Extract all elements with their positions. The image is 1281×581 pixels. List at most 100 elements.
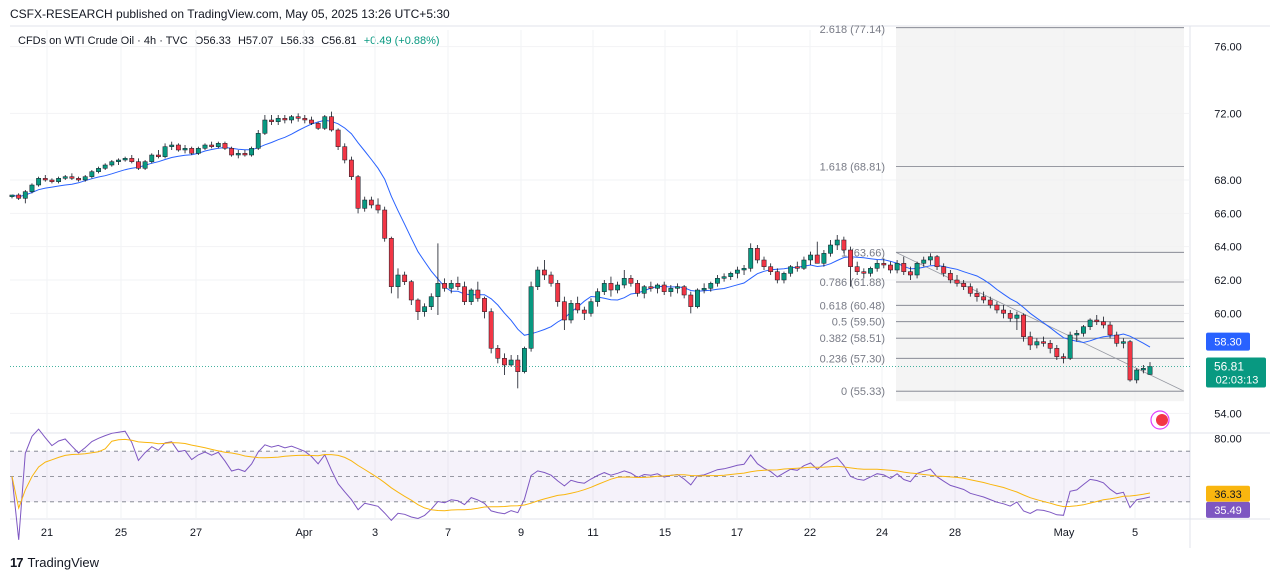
candle-body xyxy=(9,194,15,197)
publisher-line: CSFX-RESEARCH published on TradingView.c… xyxy=(10,7,450,21)
candle-body xyxy=(448,283,454,289)
candle-body xyxy=(362,199,368,209)
candle-body xyxy=(508,359,514,366)
candle-body xyxy=(581,309,587,314)
candle-body xyxy=(495,348,501,359)
candle-body xyxy=(548,274,554,284)
rsi-band xyxy=(10,451,1190,502)
candle-body xyxy=(49,179,55,182)
candle-body xyxy=(149,154,155,162)
fib-level-label: 0 (55.33) xyxy=(841,386,885,398)
candle-body xyxy=(215,143,221,147)
fibonacci-zone[interactable] xyxy=(896,26,1184,402)
flag-icon xyxy=(1156,414,1168,426)
symbol-legend: CFDs on WTI Crude Oil · 4h · TVC O56.33 … xyxy=(18,35,444,47)
candle-body xyxy=(781,273,787,281)
candle-body xyxy=(16,194,22,199)
candle-body xyxy=(136,161,141,169)
candle-body xyxy=(635,283,640,294)
tradingview-logo-icon: 17 xyxy=(10,555,24,570)
candle-body xyxy=(368,199,374,206)
candle-body xyxy=(1147,366,1153,375)
candle-body xyxy=(36,178,42,186)
candle-body xyxy=(222,143,228,149)
candle-body xyxy=(1021,314,1026,337)
candle-body xyxy=(528,286,534,349)
candle-body xyxy=(974,293,980,297)
candle-body xyxy=(954,279,960,284)
candle-body xyxy=(728,273,734,277)
candle-body xyxy=(155,154,161,157)
candle-body xyxy=(189,148,195,154)
candle-body xyxy=(342,146,348,161)
candle-body xyxy=(774,271,780,281)
candle-body xyxy=(1061,356,1066,359)
price-tick-label: 64.00 xyxy=(1214,242,1242,254)
candle-body xyxy=(541,269,547,276)
candle-body xyxy=(515,359,521,372)
time-tick-label: 25 xyxy=(115,527,127,539)
candle-body xyxy=(76,178,81,181)
candle-body xyxy=(768,266,774,272)
candle-body xyxy=(402,274,408,282)
time-tick-label: 7 xyxy=(445,527,451,539)
candle-body xyxy=(588,301,594,314)
rsi-line xyxy=(11,428,1151,540)
candle-body xyxy=(701,288,707,291)
candle-body xyxy=(209,144,215,147)
candle-body xyxy=(1001,309,1007,314)
candle-body xyxy=(901,263,907,272)
candle-body xyxy=(255,133,261,149)
candle-body xyxy=(468,289,474,302)
candle-body xyxy=(987,299,993,306)
ma-price-label-bg xyxy=(1206,332,1250,351)
time-tick-label: 21 xyxy=(41,527,53,539)
candle-body xyxy=(794,266,800,269)
rsi-value-label: 35.49 xyxy=(1214,505,1242,517)
candle-body xyxy=(1014,314,1020,319)
time-tick-label: 15 xyxy=(659,527,671,539)
candle-body xyxy=(688,294,694,307)
candle-body xyxy=(575,303,581,311)
last-price-label-bg xyxy=(1206,357,1266,388)
price-tick-label: 66.00 xyxy=(1214,208,1242,220)
candle-body xyxy=(848,249,853,267)
candle-body xyxy=(941,266,947,274)
candle-body xyxy=(854,266,860,272)
candle-body xyxy=(734,269,740,274)
legend-symbol[interactable]: CFDs on WTI Crude Oil · 4h · TVC xyxy=(18,35,188,47)
candle-body xyxy=(754,248,760,261)
candle-body xyxy=(641,286,647,294)
rsi-tick-label: 80.00 xyxy=(1214,434,1242,446)
candle-body xyxy=(628,278,634,284)
candle-body xyxy=(1081,326,1086,334)
candle-body xyxy=(282,118,288,121)
candle-body xyxy=(22,191,28,199)
candle-body xyxy=(315,123,321,129)
candle-body xyxy=(142,161,148,169)
candle-body xyxy=(708,283,714,289)
time-tick-label: 3 xyxy=(372,527,378,539)
candle-body xyxy=(1047,343,1053,349)
candle-body xyxy=(129,158,135,162)
candle-body xyxy=(122,158,128,161)
candle-body xyxy=(1054,348,1060,357)
tradingview-brand[interactable]: 17 TradingView xyxy=(10,555,99,570)
candle-body xyxy=(455,283,461,287)
candle-body xyxy=(1034,341,1040,346)
bar-countdown-label: 02:03:13 xyxy=(1216,375,1259,387)
legend-change: +0.49 (+0.88%) xyxy=(363,35,440,47)
candle-body xyxy=(927,256,933,261)
candle-body xyxy=(894,263,900,271)
candle-body xyxy=(475,289,481,299)
time-tick-label: Apr xyxy=(295,527,312,539)
candle-body xyxy=(262,119,268,134)
candle-body xyxy=(116,159,121,162)
candle-body xyxy=(415,299,421,312)
candle-body xyxy=(335,129,341,147)
candle-body xyxy=(788,266,794,274)
candle-body xyxy=(881,263,887,266)
fib-level-label: 0.236 (57.30) xyxy=(820,353,885,365)
candle-body xyxy=(615,284,621,291)
